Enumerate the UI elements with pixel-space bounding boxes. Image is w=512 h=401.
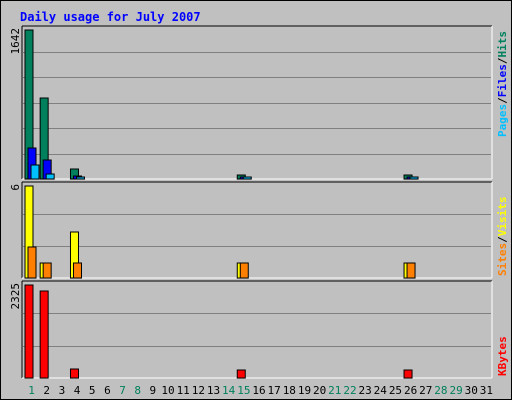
x-tick-day-7: 7 xyxy=(119,384,126,397)
bar-kbytes-day-2 xyxy=(39,290,49,379)
legend-entry: Sites xyxy=(496,243,509,276)
bar-pages-day-1 xyxy=(30,164,40,180)
legend-entry: / xyxy=(496,97,509,104)
bar-sites-day-1 xyxy=(27,246,37,279)
bar-pages-day-26 xyxy=(409,176,419,180)
bar-kbytes-day-26 xyxy=(403,369,413,379)
y-max-label: 2325 xyxy=(9,283,22,310)
panel-hits-files-pages xyxy=(22,26,492,179)
x-tick-day-18: 18 xyxy=(283,384,296,397)
x-tick-day-14: 14 xyxy=(222,384,236,397)
legend-entry: Files xyxy=(496,64,509,97)
legend-entry: / xyxy=(496,236,509,243)
bar-kbytes-day-4 xyxy=(69,368,79,379)
bar-sites-day-4 xyxy=(72,262,82,279)
x-tick-day-10: 10 xyxy=(161,384,174,397)
x-tick-day-11: 11 xyxy=(177,384,190,397)
legend-entry: Hits xyxy=(496,31,509,58)
legend-hits-files-pages: Pages/Files/Hits xyxy=(496,31,509,137)
x-tick-day-6: 6 xyxy=(104,384,111,397)
x-tick-day-26: 26 xyxy=(404,384,417,397)
bar-sites-day-26 xyxy=(406,262,416,279)
x-tick-day-20: 20 xyxy=(313,384,326,397)
legend-entry: / xyxy=(496,57,509,64)
bar-kbytes-day-15 xyxy=(236,369,246,379)
x-tick-day-25: 25 xyxy=(389,384,402,397)
bar-sites-day-2 xyxy=(42,262,52,279)
legend-kbytes: KBytes xyxy=(496,336,509,376)
legend-entry: Visits xyxy=(496,197,509,237)
y-max-label: 1642 xyxy=(9,28,22,55)
bar-pages-day-2 xyxy=(45,173,55,180)
legend-entry: KBytes xyxy=(496,336,509,376)
legend-visits-sites: Sites/Visits xyxy=(496,197,509,277)
legend-entry: Pages xyxy=(496,104,509,137)
x-tick-day-2: 2 xyxy=(43,384,50,397)
x-tick-day-17: 17 xyxy=(268,384,281,397)
x-tick-day-24: 24 xyxy=(374,384,388,397)
bar-sites-day-15 xyxy=(239,262,249,279)
x-tick-day-28: 28 xyxy=(434,384,447,397)
x-tick-day-8: 8 xyxy=(134,384,141,397)
x-tick-day-15: 15 xyxy=(237,384,250,397)
x-tick-day-30: 30 xyxy=(465,384,478,397)
x-tick-day-9: 9 xyxy=(150,384,157,397)
x-tick-day-22: 22 xyxy=(343,384,356,397)
panel-kbytes xyxy=(22,281,492,378)
x-tick-day-19: 19 xyxy=(298,384,311,397)
x-tick-day-5: 5 xyxy=(89,384,96,397)
panel-visits-sites xyxy=(22,182,492,278)
x-tick-day-1: 1 xyxy=(28,384,35,397)
x-tick-day-13: 13 xyxy=(207,384,220,397)
chart-title: Daily usage for July 2007 xyxy=(20,10,201,24)
x-tick-day-12: 12 xyxy=(192,384,205,397)
x-tick-day-31: 31 xyxy=(480,384,493,397)
bar-pages-day-4 xyxy=(75,176,85,180)
x-tick-day-23: 23 xyxy=(359,384,372,397)
x-tick-day-21: 21 xyxy=(328,384,341,397)
bar-kbytes-day-1 xyxy=(24,284,34,379)
x-tick-day-27: 27 xyxy=(419,384,432,397)
x-tick-day-4: 4 xyxy=(74,384,81,397)
x-tick-day-3: 3 xyxy=(59,384,66,397)
bar-pages-day-15 xyxy=(242,176,252,180)
x-tick-day-16: 16 xyxy=(252,384,265,397)
x-tick-day-29: 29 xyxy=(449,384,462,397)
y-max-label: 6 xyxy=(9,184,22,191)
